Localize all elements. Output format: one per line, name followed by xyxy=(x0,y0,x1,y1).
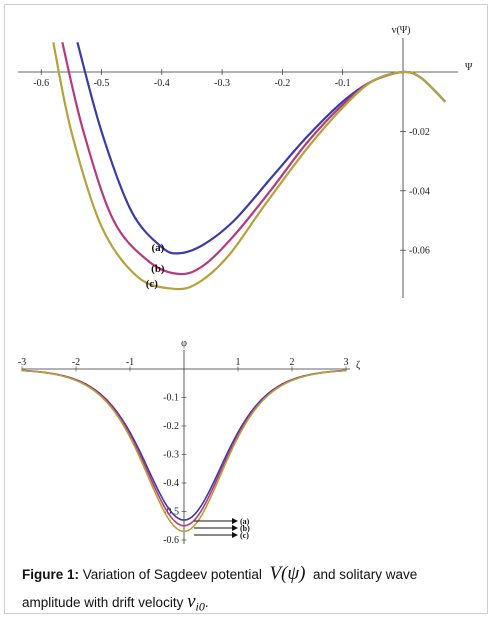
caption-text-1: Variation of Sagdeev potential xyxy=(82,567,262,582)
y-tick-label: -0.02 xyxy=(409,127,430,138)
caption-math-2: v xyxy=(187,590,196,612)
caption-math-2-subscript: i0 xyxy=(195,599,205,614)
y-tick-label: -0.2 xyxy=(163,421,179,432)
x-tick-label: -0.5 xyxy=(94,78,110,89)
curve-label-1: (a) xyxy=(151,242,164,254)
x-tick-label: 2 xyxy=(290,357,295,368)
caption-math-1: V(ψ) xyxy=(269,563,306,584)
y-tick-label: -0.3 xyxy=(163,450,179,461)
x-tick-label: -1 xyxy=(126,357,134,368)
x-axis-label: ζ xyxy=(356,360,360,371)
caption-text-2: and solitary wave amplitude with drift v… xyxy=(22,567,418,610)
x-tick-label: -0.2 xyxy=(274,78,290,89)
figure-caption: Figure 1: Variation of Sagdeev potential… xyxy=(22,560,472,616)
y-axis-label: φ xyxy=(181,338,187,349)
x-tick-label: -0.3 xyxy=(214,78,230,89)
x-tick-label: 1 xyxy=(236,357,241,368)
y-tick-label: -0.06 xyxy=(409,246,430,257)
y-tick-label: -0.1 xyxy=(163,393,179,404)
y-tick-label: -0.4 xyxy=(163,478,179,489)
x-tick-label: -3 xyxy=(18,357,26,368)
caption-end: . xyxy=(204,594,209,610)
curve-label-3: (c) xyxy=(240,531,249,540)
sagdeev-potential-chart: -0.6 -0.5 -0.4 -0.3 -0.2 -0.1 -0.02 -0.04 -0.06 v… xyxy=(18,25,473,298)
curve-label-3: (c) xyxy=(146,278,159,290)
x-tick-label: -0.1 xyxy=(335,78,351,89)
curve-label-2: (b) xyxy=(240,524,250,533)
y-tick-label: -0.04 xyxy=(409,186,430,197)
curve-label-2: (b) xyxy=(151,263,165,275)
x-tick-label: -0.4 xyxy=(154,78,170,89)
x-axis-label: Ψ xyxy=(465,62,473,73)
caption-label: Figure 1: xyxy=(22,567,80,582)
series-group xyxy=(52,42,446,291)
series-line-3 xyxy=(21,369,347,533)
x-tick-label: -0.6 xyxy=(33,78,49,89)
solitary-wave-chart: -3 -2 -1 1 2 3-0.1-0.2-0.3-0.4-0.5-0.6φζ(a)(b… xyxy=(18,338,360,546)
y-axis-label: v(Ψ) xyxy=(391,25,410,36)
x-tick-label: 3 xyxy=(344,357,349,368)
series-line-3 xyxy=(52,42,446,291)
x-tick-label: -2 xyxy=(72,357,80,368)
figure-frame xyxy=(4,4,488,614)
curve-label-1: (a) xyxy=(240,517,250,526)
y-tick-label: -0.6 xyxy=(163,535,179,546)
